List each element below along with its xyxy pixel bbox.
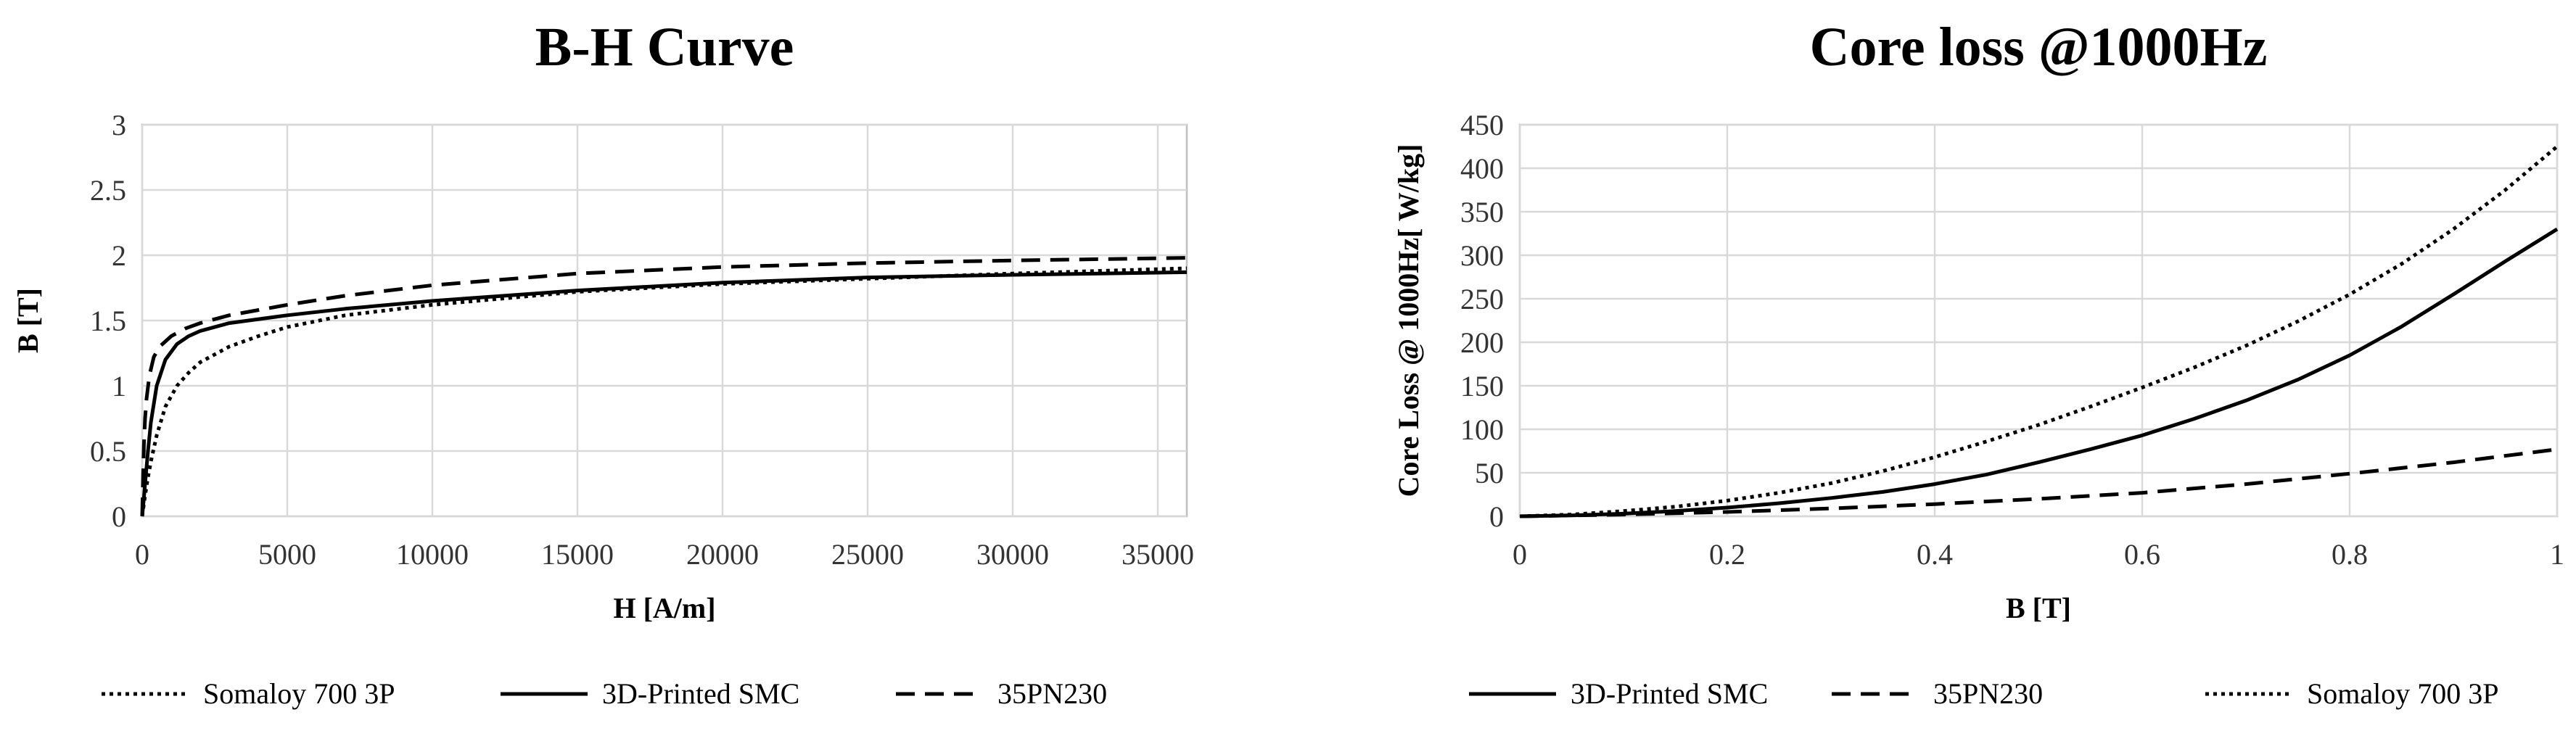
x-tick-label: 10000: [396, 538, 469, 571]
legend-label: 3D-Printed SMC: [1571, 677, 1768, 710]
y-axis-label: B [T]: [12, 288, 44, 353]
x-axis-label: B [T]: [2006, 592, 2071, 624]
y-tick-label: 0: [112, 500, 126, 533]
series-line-somaloy-700-3p: [140, 266, 1188, 517]
x-tick-label: 15000: [541, 538, 614, 571]
y-axis-label: Core Loss @ 1000Hz[ W/kg]: [1392, 144, 1425, 497]
series-line-somaloy-700-3p: [1519, 145, 2559, 518]
y-tick-label: 0: [1489, 500, 1504, 533]
x-tick-label: 20000: [686, 538, 759, 571]
x-tick-label: 0.4: [1917, 538, 1953, 571]
y-tick-label: 450: [1460, 109, 1504, 141]
y-tick-label: 0.5: [90, 435, 126, 468]
legend-label: 3D-Printed SMC: [602, 677, 799, 710]
x-tick-label: 30000: [976, 538, 1049, 571]
y-tick-label: 2: [112, 239, 126, 272]
legend-label: Somaloy 700 3P: [203, 677, 395, 710]
x-tick-label: 35000: [1122, 538, 1194, 571]
y-tick-label: 1.5: [90, 305, 126, 337]
x-axis-label: H [A/m]: [613, 592, 715, 624]
y-tick-label: 50: [1475, 457, 1504, 489]
series-line-3d-printed-smc: [140, 270, 1188, 517]
legend-label: 35PN230: [997, 677, 1107, 710]
y-tick-label: 100: [1460, 413, 1504, 446]
y-tick-label: 1: [112, 370, 126, 402]
y-tick-label: 400: [1460, 152, 1504, 185]
core-loss-chart: Core loss @1000Hz 0 50 100 150 200 250 300 350 40…: [1392, 17, 2564, 710]
x-tick-label: 1: [2550, 538, 2564, 571]
x-tick-label: 0.8: [2332, 538, 2368, 571]
series-line-35pn230: [140, 256, 1188, 517]
bh-curve-chart: B-H Curve 0 0.5 1 1.5 2 2.5 3 0 5000 10000 15000 200…: [12, 17, 1194, 710]
legend-label: Somaloy 700 3P: [2307, 677, 2498, 710]
x-tick-label: 0.6: [2124, 538, 2160, 571]
y-tick-label: 150: [1460, 370, 1504, 402]
y-tick-label: 3: [112, 109, 126, 141]
y-tick-label: 350: [1460, 196, 1504, 228]
x-tick-label: 0: [135, 538, 149, 571]
series-line-3d-printed-smc: [1519, 227, 2559, 518]
x-tick-label: 0: [1513, 538, 1527, 571]
y-tick-label: 250: [1460, 283, 1504, 315]
legend-label: 35PN230: [1933, 677, 2043, 710]
x-tick-label: 5000: [258, 538, 316, 571]
series-line-35pn230: [1519, 447, 2558, 518]
y-tick-label: 2.5: [90, 174, 126, 207]
plot-area: [1518, 123, 2559, 518]
chart-title: Core loss @1000Hz: [1810, 17, 2268, 78]
y-tick-label: 300: [1460, 239, 1504, 272]
x-tick-label: 0.2: [1709, 538, 1745, 571]
chart-title: B-H Curve: [535, 17, 794, 78]
x-tick-label: 25000: [831, 538, 904, 571]
y-tick-label: 200: [1460, 326, 1504, 359]
